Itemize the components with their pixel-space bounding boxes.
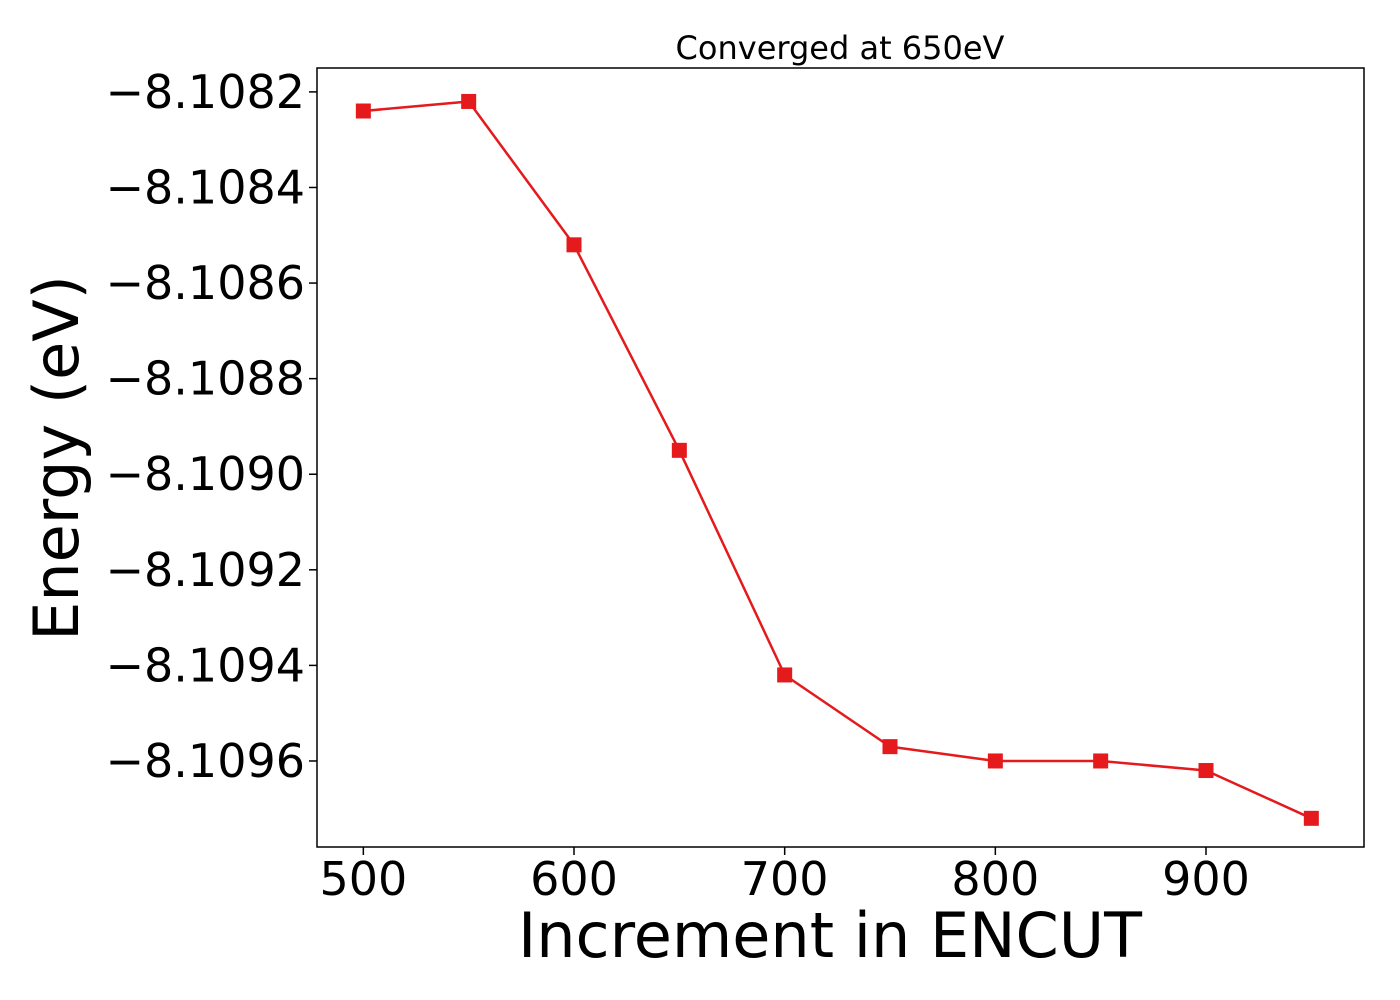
y-tick-label: −8.1086 bbox=[106, 256, 306, 310]
data-point bbox=[882, 739, 898, 755]
y-tick-label: −8.1090 bbox=[106, 447, 306, 501]
y-axis-ticks: −8.1082 −8.1084 −8.1086 −8.1088 −8.1090 −8.10… bbox=[106, 65, 317, 788]
y-tick-label: −8.1096 bbox=[106, 734, 306, 788]
data-point bbox=[1198, 763, 1214, 779]
data-point bbox=[1303, 810, 1319, 826]
x-axis-ticks: 500 600 700 800 900 bbox=[319, 847, 1250, 906]
y-tick-label: −8.1088 bbox=[106, 352, 306, 406]
x-tick-label: 600 bbox=[530, 852, 618, 906]
y-axis-label: Energy (eV) bbox=[20, 275, 93, 641]
data-point bbox=[566, 237, 582, 253]
plot-area bbox=[317, 68, 1364, 847]
series-layer bbox=[355, 93, 1319, 826]
x-tick-label: 900 bbox=[1162, 852, 1250, 906]
x-tick-label: 500 bbox=[319, 852, 407, 906]
plot-frame bbox=[316, 67, 1365, 848]
data-point bbox=[671, 442, 687, 458]
series-line bbox=[363, 100, 1312, 820]
data-point bbox=[777, 667, 793, 683]
x-tick-label: 800 bbox=[951, 852, 1039, 906]
y-tick-label: −8.1082 bbox=[106, 65, 306, 119]
data-point bbox=[355, 103, 371, 119]
x-tick-label: 700 bbox=[741, 852, 829, 906]
data-point bbox=[987, 753, 1003, 769]
chart-title: Converged at 650eV bbox=[676, 29, 1005, 67]
y-tick-label: −8.1084 bbox=[106, 160, 306, 214]
y-tick-label: −8.1094 bbox=[106, 638, 306, 692]
y-tick-label: −8.1092 bbox=[106, 543, 306, 597]
x-axis-label: Increment in ENCUT bbox=[518, 899, 1143, 972]
data-point bbox=[1093, 753, 1109, 769]
data-point bbox=[461, 93, 477, 109]
